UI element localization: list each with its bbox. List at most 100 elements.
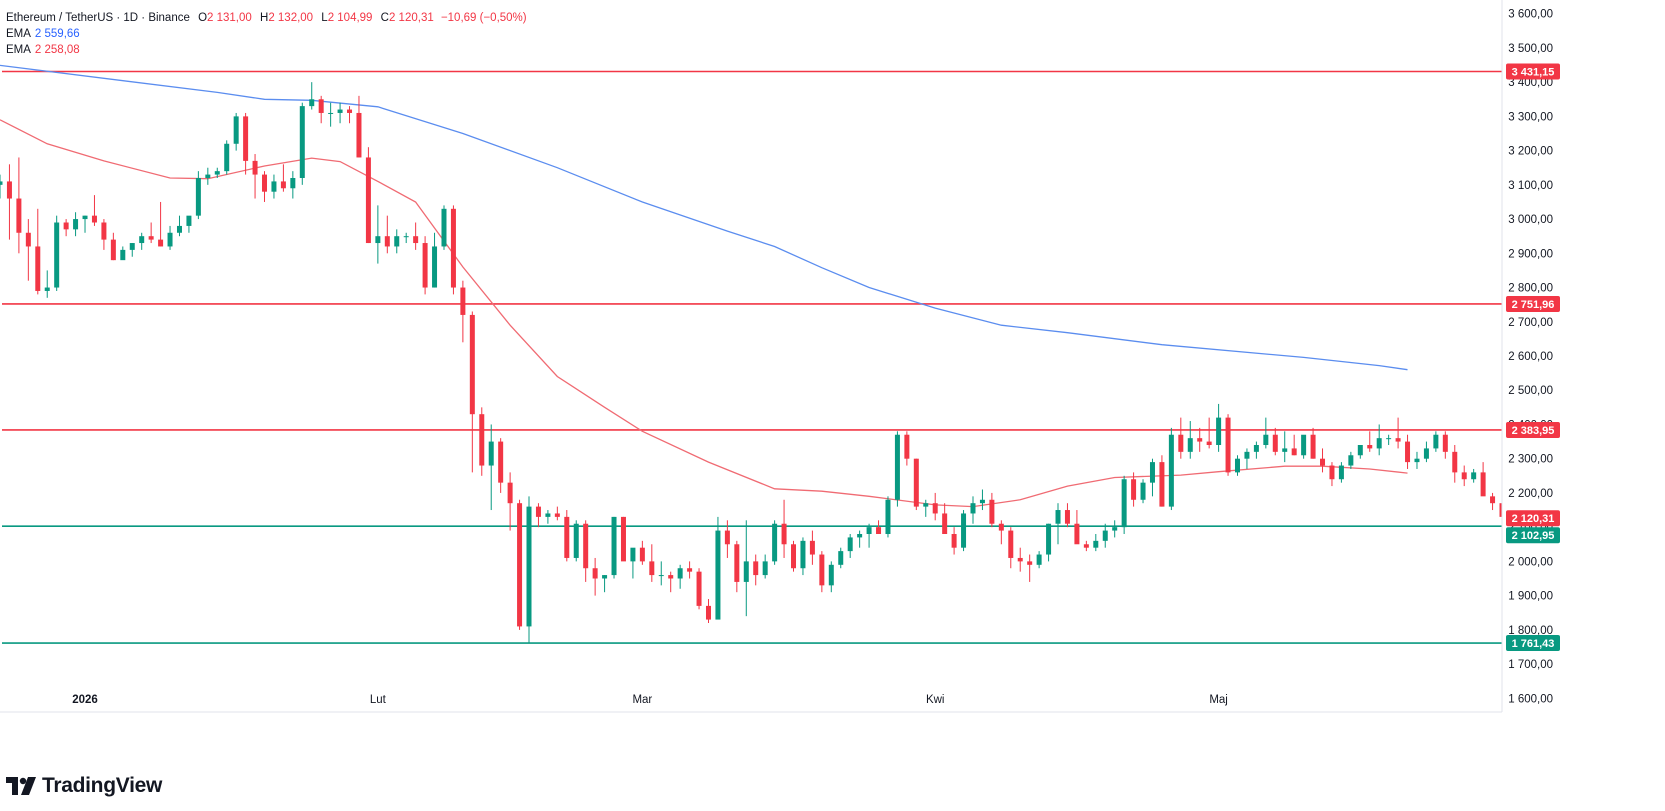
candle-body: [913, 458, 919, 507]
candle-body: [724, 530, 730, 545]
level-badge-resistance: 2 383,95: [1512, 425, 1555, 437]
candle-body: [1442, 434, 1448, 452]
candle-body: [139, 236, 145, 244]
candle-body: [526, 506, 532, 627]
candle-body: [772, 523, 778, 562]
candle-body: [743, 561, 749, 582]
x-tick-label: Lut: [370, 694, 387, 706]
candle-body: [1055, 510, 1061, 524]
level-badge-support-bg: [1506, 635, 1560, 652]
candle-body: [1093, 540, 1099, 548]
candle-body: [535, 506, 541, 517]
y-tick-label: 2 000,00: [1508, 556, 1553, 568]
candle-body: [819, 554, 825, 586]
level-badge-support: 1 761,43: [1512, 638, 1555, 650]
candle-body: [545, 513, 551, 517]
candle-body: [1131, 479, 1137, 500]
level-badge-support-bg: [1506, 527, 1560, 544]
y-tick-label: 1 700,00: [1508, 659, 1553, 671]
candle-body: [450, 208, 456, 288]
candle-body: [1206, 441, 1212, 445]
symbol-title[interactable]: Ethereum / TetherUS · 1D · Binance: [6, 12, 190, 24]
candle-body: [82, 215, 88, 220]
candle-body: [1121, 479, 1127, 528]
candle-body: [280, 181, 286, 189]
y-tick-label: 2 900,00: [1508, 248, 1553, 260]
level-badge-resistance-bg: [1506, 421, 1560, 438]
ema-long-row[interactable]: EMA 2 559,66: [6, 26, 527, 42]
ohlc-row: Ethereum / TetherUS · 1D · Binance O2 13…: [6, 10, 527, 26]
candle-body: [290, 178, 296, 189]
candle-body: [1168, 434, 1174, 507]
candle-body: [1329, 465, 1335, 480]
candle-body: [1225, 417, 1231, 473]
candle-body: [923, 503, 929, 507]
ema-long-line: [0, 64, 1408, 371]
candle-body: [1357, 445, 1363, 456]
candle-body: [649, 561, 655, 576]
candle-body: [1149, 462, 1155, 483]
candle-body: [6, 181, 12, 199]
candle-body: [176, 225, 182, 233]
candle-body: [668, 575, 674, 579]
candle-body: [1452, 451, 1458, 473]
candle-body: [1083, 544, 1089, 548]
candle-body: [687, 568, 693, 572]
candle-body: [1414, 458, 1420, 463]
candle-body: [224, 143, 230, 172]
candle-body: [309, 99, 315, 107]
candle-body: [1064, 510, 1070, 524]
y-tick-label: 3 300,00: [1508, 111, 1553, 123]
candle-body: [101, 222, 107, 240]
candle-body: [375, 236, 381, 244]
candle-body: [460, 287, 466, 315]
candle-body: [1272, 434, 1278, 452]
tradingview-logo[interactable]: TradingView: [6, 774, 162, 798]
candle-body: [403, 236, 409, 238]
candle-body: [1017, 557, 1023, 562]
candle-body: [507, 482, 513, 504]
candle-body: [1178, 434, 1184, 452]
level-badge-resistance-bg: [1506, 63, 1560, 80]
candle-body: [554, 513, 560, 517]
ema-short-row[interactable]: EMA 2 258,08: [6, 42, 527, 58]
chart-legend: Ethereum / TetherUS · 1D · Binance O2 13…: [6, 10, 527, 58]
y-tick-label: 3 600,00: [1508, 9, 1553, 21]
candle-body: [592, 568, 598, 579]
candle-body: [989, 499, 995, 524]
candle-body: [573, 523, 579, 558]
candle-body: [243, 116, 249, 161]
candle-body: [205, 174, 211, 178]
candle-body: [91, 215, 97, 223]
candle-body: [54, 222, 60, 288]
candle-body: [1395, 438, 1401, 442]
candle-body: [1197, 438, 1203, 442]
candle-body: [942, 513, 948, 534]
candle-body: [894, 434, 900, 500]
candle-body: [1008, 530, 1014, 558]
candle-body: [365, 157, 371, 244]
candle-body: [120, 249, 126, 261]
candle-body: [1112, 527, 1118, 531]
candle-body: [479, 414, 485, 466]
candle-body: [262, 174, 268, 192]
candle-body: [1338, 465, 1344, 480]
candle-body: [432, 246, 438, 288]
y-tick-label: 1 900,00: [1508, 591, 1553, 603]
candle-body: [1480, 472, 1486, 497]
candle-body: [979, 499, 985, 504]
candle-body: [328, 112, 334, 114]
candle-body: [148, 236, 154, 240]
candle-body: [1253, 445, 1259, 452]
candle-body: [384, 236, 390, 247]
level-badge-resistance: 3 431,15: [1512, 66, 1555, 78]
candle-body: [639, 547, 645, 562]
candle-body: [1027, 561, 1033, 565]
low-value: 2 104,99: [327, 12, 373, 24]
candle-body: [791, 544, 797, 569]
candle-body: [1490, 496, 1496, 504]
candle-body: [167, 232, 173, 247]
y-tick-label: 2 500,00: [1508, 385, 1553, 397]
